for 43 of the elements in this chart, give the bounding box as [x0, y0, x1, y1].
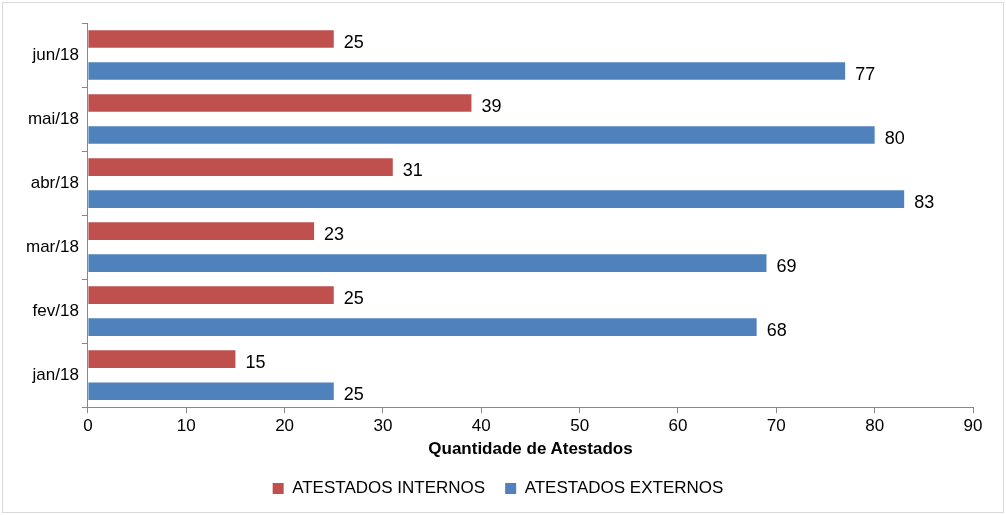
x-tick-label: 30 [373, 416, 393, 436]
bar [88, 350, 236, 368]
bar [88, 190, 905, 208]
bar [88, 94, 472, 112]
data-label: 80 [884, 128, 905, 149]
data-label: 15 [245, 352, 266, 373]
x-tick-label: 70 [766, 416, 786, 436]
x-tick-label: 90 [963, 416, 983, 436]
y-tick-label: jan/18 [31, 364, 79, 384]
x-axis-title: Quantidade de Atestados [428, 439, 633, 459]
data-label: 25 [343, 288, 364, 309]
bar [88, 254, 767, 272]
y-tick-label: mai/18 [27, 108, 79, 128]
y-tick-label: jun/18 [31, 44, 79, 64]
data-label: 31 [402, 160, 423, 181]
x-tick-label: 0 [83, 416, 93, 436]
x-tick-label: 60 [668, 416, 688, 436]
y-tick-label: mar/18 [25, 236, 79, 256]
bar [88, 318, 757, 336]
legend-label: ATESTADOS EXTERNOS [524, 478, 724, 498]
bar [88, 222, 315, 240]
bar [88, 382, 334, 400]
y-tick-label: fev/18 [32, 300, 79, 320]
data-label: 83 [914, 192, 935, 213]
bar [88, 126, 875, 144]
x-tick-label: 20 [275, 416, 295, 436]
data-label: 39 [481, 96, 502, 117]
legend-label: ATESTADOS INTERNOS [292, 478, 486, 498]
data-label: 68 [766, 320, 787, 341]
x-tick-label: 80 [865, 416, 885, 436]
bar [88, 158, 393, 176]
x-tick-label: 50 [570, 416, 590, 436]
data-label: 69 [776, 256, 797, 277]
data-label: 77 [855, 63, 876, 84]
data-label: 25 [343, 384, 364, 405]
bar [88, 30, 334, 48]
data-label: 25 [343, 31, 364, 52]
x-tick-label: 40 [471, 416, 491, 436]
bar [88, 62, 846, 80]
bar [88, 286, 334, 304]
y-tick-label: abr/18 [30, 172, 79, 192]
x-tick-label: 10 [176, 416, 196, 436]
data-label: 23 [324, 224, 345, 245]
